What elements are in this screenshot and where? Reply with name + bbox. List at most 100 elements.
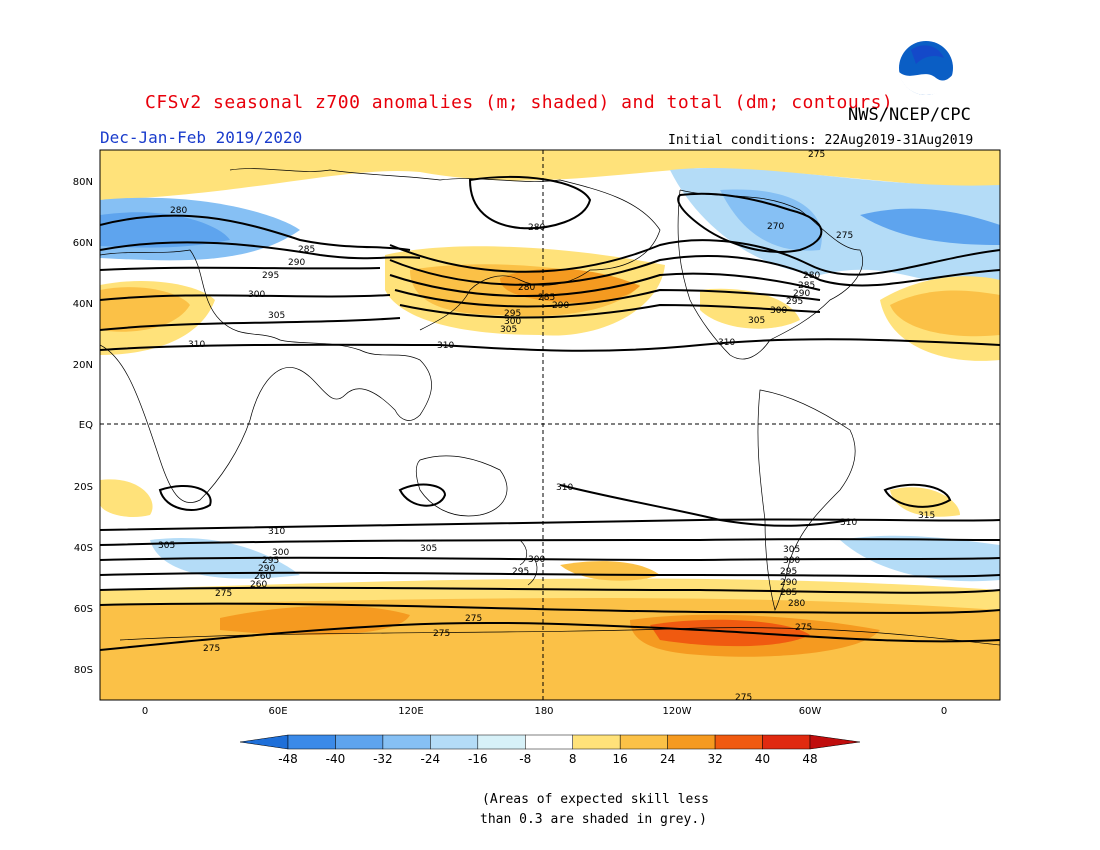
lon-label: 120W [663,706,692,717]
contour-label: 295 [262,556,279,566]
contour-label: 310 [840,518,857,528]
contour-label: 300 [528,555,545,565]
contour-label: 305 [158,541,175,551]
contour-label: 275 [836,231,853,241]
colorbar-swatch [667,734,716,750]
contour-label: 275 [735,693,752,703]
lat-label: 20S [74,482,93,493]
skill-note-line1: (Areas of expected skill less [482,792,709,807]
map-plot-area [100,150,1000,700]
colorbar: -48 -40 -32 -24 -16 -8 8 16 24 32 40 48 [239,734,861,766]
lat-label: 80N [73,177,93,188]
contour-label: 260 [254,572,271,582]
colorbar-tick-label: -24 [421,752,441,766]
lat-label: 60N [73,238,93,249]
colorbar-tick-label: 16 [613,752,628,766]
colorbar-swatch [619,734,668,750]
lat-label: 60S [74,604,93,615]
colorbar-swatch [477,734,526,750]
colorbar-tick-label: 40 [755,752,770,766]
colorbar-swatch [525,734,573,750]
colorbar-swatch [287,734,336,750]
lat-label: 80S [74,665,93,676]
lat-label: 20N [73,360,93,371]
contour-label: 285 [780,588,797,598]
colorbar-tick-label: -32 [373,752,393,766]
noaa-logo-icon [897,39,955,97]
colorbar-swatch [382,734,431,750]
colorbar-swatch [714,734,763,750]
contour-label: 290 [288,258,305,268]
contour-label: 285 [538,293,555,303]
contour-label: 275 [215,589,232,599]
contour-label: 260 [250,580,267,590]
contour-label: 305 [420,544,437,554]
colorbar-swatch [335,734,384,750]
contour-labels: 280 285 290 295 300 305 310 310 280 285 … [158,150,935,703]
contour-label: 305 [748,316,765,326]
contour-label: 280 [528,223,545,233]
contour-label: 310 [188,340,205,350]
lat-label: 40N [73,299,93,310]
colorbar-tick-label: -40 [326,752,346,766]
longitude-labels: 0 60E 120E 180 120W 60W 0 [142,706,947,717]
contour-label: 290 [793,289,810,299]
lat-label: EQ [79,420,93,431]
colorbar-tick-label: -48 [278,752,298,766]
colorbar-tick-label: -16 [468,752,488,766]
contour-label: 275 [203,644,220,654]
contour-label: 305 [783,545,800,555]
contour-label: 310 [556,483,573,493]
contour-label: 315 [918,511,935,521]
initial-conditions-label: Initial conditions: 22Aug2019-31Aug2019 [668,133,974,148]
contour-label: 300 [770,306,787,316]
colorbar-tick-label: 24 [660,752,675,766]
contour-label: 280 [518,283,535,293]
contour-label: 280 [803,271,820,281]
lon-label: 0 [941,706,947,717]
season-label: Dec-Jan-Feb 2019/2020 [100,128,303,147]
colorbar-arrow-left [239,734,289,750]
contour-label: 300 [272,548,289,558]
contour-label: 295 [504,309,521,319]
contour-label: 310 [437,341,454,351]
contour-label: 295 [262,271,279,281]
contour-label: 305 [500,325,517,335]
colorbar-swatch [762,734,811,750]
lon-label: 60E [268,706,287,717]
lon-label: 180 [534,706,553,717]
lon-label: 120E [398,706,423,717]
latitude-labels: 80N 60N 40N 20N EQ 20S 40S 60S 80S [73,177,93,676]
contour-label: 290 [258,564,275,574]
main-title: CFSv2 seasonal z700 anomalies (m; shaded… [145,92,894,113]
colorbar-swatch [430,734,479,750]
contour-label: 300 [504,317,521,327]
contour-label: 275 [433,629,450,639]
colorbar-swatch [572,734,621,750]
contour-label: 305 [268,311,285,321]
contour-label: 295 [512,567,529,577]
contour-label: 290 [552,301,569,311]
lat-label: 40S [74,543,93,554]
contour-label: 285 [798,281,815,291]
contour-label: 290 [780,578,797,588]
colorbar-arrow-right [809,734,861,750]
contour-label: 310 [268,527,285,537]
contour-label: 275 [465,614,482,624]
contour-label: 285 [298,245,315,255]
map-frame [99,149,1001,701]
lon-label: 0 [142,706,148,717]
contour-label: 310 [718,338,735,348]
height-contours [100,175,1000,651]
contour-label: 295 [780,567,797,577]
contour-label: 295 [786,297,803,307]
credit-label: NWS/NCEP/CPC [848,105,971,125]
contour-label: 300 [248,290,265,300]
contour-label: 300 [783,556,800,566]
colorbar-tick-label: 8 [569,752,577,766]
contour-label: 280 [788,599,805,609]
colorbar-tick-label: -8 [519,752,531,766]
lon-label: 60W [799,706,822,717]
contour-label: 270 [767,222,784,232]
